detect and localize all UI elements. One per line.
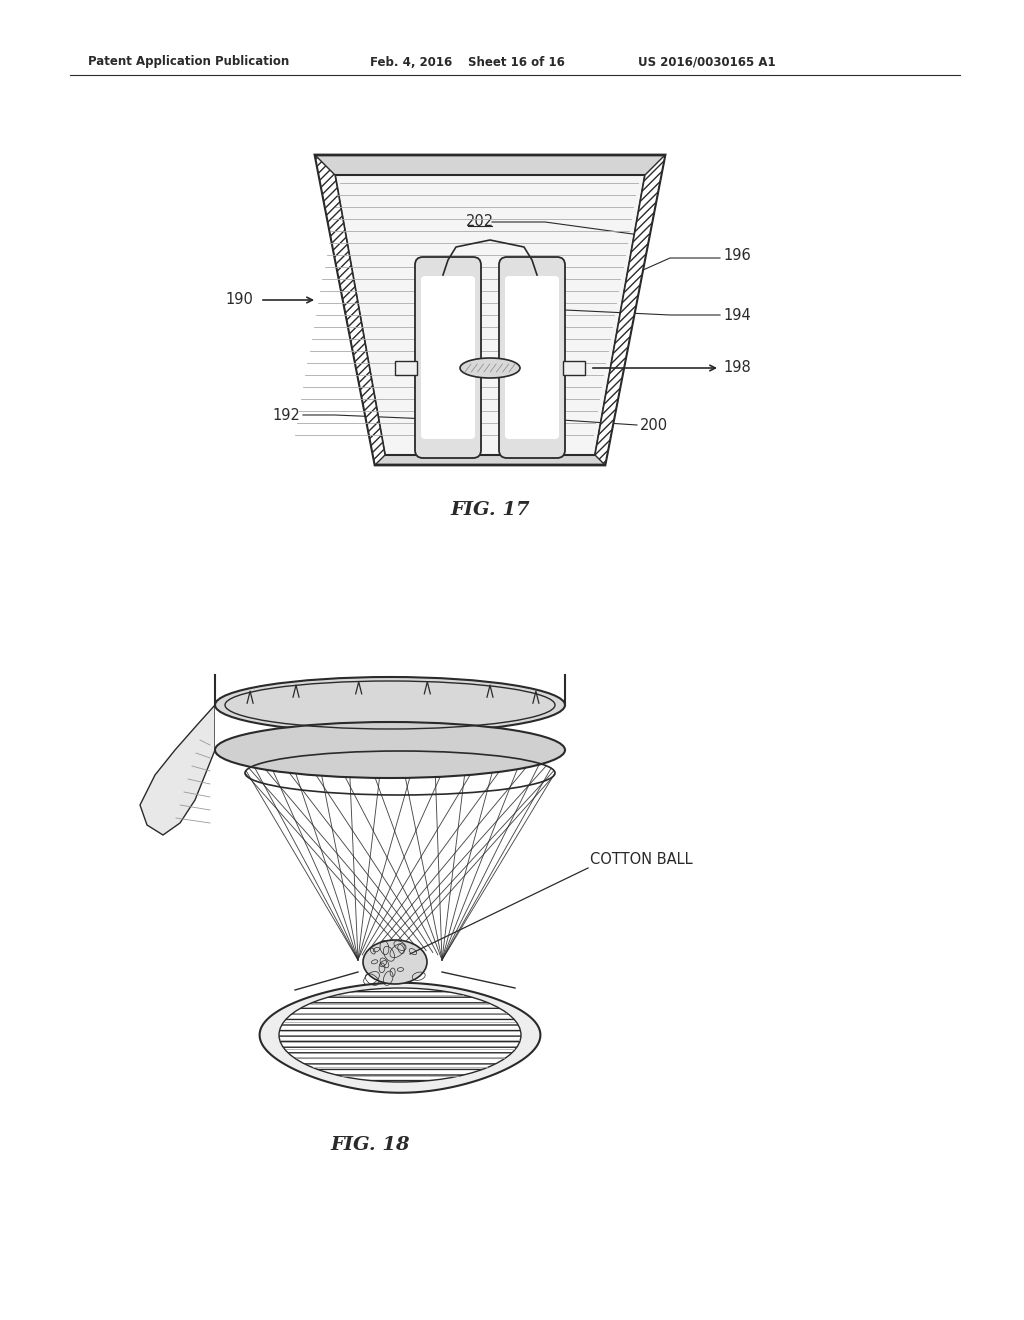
- Text: 198: 198: [723, 360, 751, 375]
- Polygon shape: [595, 154, 665, 465]
- Polygon shape: [335, 176, 645, 455]
- Ellipse shape: [279, 987, 521, 1082]
- FancyBboxPatch shape: [421, 276, 475, 440]
- Polygon shape: [260, 983, 541, 1093]
- Text: FIG. 17: FIG. 17: [451, 502, 529, 519]
- Ellipse shape: [460, 358, 520, 378]
- Text: Sheet 16 of 16: Sheet 16 of 16: [468, 55, 565, 69]
- Text: US 2016/0030165 A1: US 2016/0030165 A1: [638, 55, 775, 69]
- Ellipse shape: [362, 940, 427, 983]
- Text: Patent Application Publication: Patent Application Publication: [88, 55, 289, 69]
- FancyBboxPatch shape: [499, 257, 565, 458]
- Bar: [215, 705, 565, 750]
- Text: 200: 200: [640, 417, 668, 433]
- Text: 196: 196: [723, 248, 751, 263]
- Polygon shape: [140, 705, 215, 836]
- Bar: [563, 360, 585, 375]
- Ellipse shape: [215, 722, 565, 777]
- Text: 202: 202: [466, 214, 494, 230]
- FancyBboxPatch shape: [505, 276, 559, 440]
- FancyBboxPatch shape: [415, 257, 481, 458]
- Text: 190: 190: [225, 293, 253, 308]
- Ellipse shape: [215, 677, 565, 733]
- Text: FIG. 18: FIG. 18: [330, 1137, 410, 1154]
- Bar: [215, 705, 565, 750]
- Polygon shape: [315, 154, 665, 465]
- Text: Feb. 4, 2016: Feb. 4, 2016: [370, 55, 453, 69]
- Text: 194: 194: [723, 308, 751, 322]
- Polygon shape: [315, 154, 385, 465]
- Text: 192: 192: [272, 408, 300, 422]
- Text: COTTON BALL: COTTON BALL: [590, 853, 692, 867]
- Bar: [395, 360, 417, 375]
